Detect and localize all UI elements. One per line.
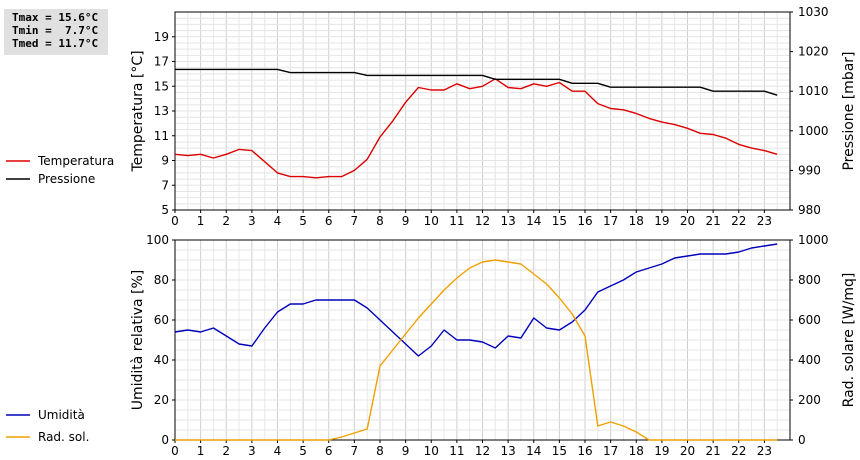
x-tick-label: 4 xyxy=(274,214,282,228)
y-tick-label: 0 xyxy=(161,433,169,447)
x-tick-label: 17 xyxy=(603,214,618,228)
x-tick-label: 3 xyxy=(248,444,256,458)
x-tick-label: 11 xyxy=(449,214,464,228)
x-tick-label: 9 xyxy=(402,214,410,228)
x-tick-label: 21 xyxy=(705,444,720,458)
legend-label: Temperatura xyxy=(37,154,114,168)
tmed-text: Tmed = 11.7°C xyxy=(12,37,99,50)
series-line-pressione xyxy=(175,68,778,96)
x-tick-label: 14 xyxy=(526,444,541,458)
x-tick-label: 21 xyxy=(705,214,720,228)
x-tick-label: 23 xyxy=(757,444,772,458)
y-right-tick-label: 800 xyxy=(798,273,821,287)
x-tick-label: 13 xyxy=(500,214,515,228)
x-tick-label: 15 xyxy=(552,214,567,228)
x-tick-label: 5 xyxy=(299,214,307,228)
x-tick-label: 13 xyxy=(500,444,515,458)
y-tick-label: 100 xyxy=(146,233,169,247)
x-tick-label: 5 xyxy=(299,444,307,458)
y-right-tick-label: 1010 xyxy=(798,84,829,98)
y-right-tick-label: 1020 xyxy=(798,45,829,59)
x-tick-label: 20 xyxy=(680,214,695,228)
x-tick-label: 20 xyxy=(680,444,695,458)
series-line-temperatura xyxy=(174,78,778,179)
x-tick-label: 19 xyxy=(654,214,669,228)
x-tick-label: 4 xyxy=(274,444,282,458)
x-tick-label: 1 xyxy=(197,444,205,458)
y-right-tick-label: 990 xyxy=(798,163,821,177)
legend-label: Pressione xyxy=(38,172,95,186)
x-tick-label: 7 xyxy=(351,214,359,228)
series-line-umidit- xyxy=(174,243,778,357)
legend-label: Umidità xyxy=(38,408,85,422)
x-tick-label: 12 xyxy=(475,214,490,228)
x-tick-label: 8 xyxy=(376,214,384,228)
y-tick-label: 5 xyxy=(161,203,169,217)
y-tick-label: 20 xyxy=(154,393,169,407)
tmin-text: Tmin = 7.7°C xyxy=(12,24,99,37)
y-tick-label: 40 xyxy=(154,353,169,367)
x-tick-label: 14 xyxy=(526,214,541,228)
x-tick-label: 17 xyxy=(603,444,618,458)
x-tick-label: 12 xyxy=(475,444,490,458)
x-tick-label: 6 xyxy=(325,444,333,458)
x-tick-label: 7 xyxy=(351,444,359,458)
x-tick-label: 10 xyxy=(424,444,439,458)
y-right-tick-label: 980 xyxy=(798,203,821,217)
x-tick-label: 1 xyxy=(197,214,205,228)
y-tick-label: 9 xyxy=(161,154,169,168)
y-right-tick-label: 1030 xyxy=(798,5,829,19)
stats-box: Tmax = 15.6°C Tmin = 7.7°C Tmed = 11.7°C xyxy=(4,9,108,55)
y-right-tick-label: 600 xyxy=(798,313,821,327)
y-tick-label: 13 xyxy=(154,104,169,118)
x-tick-label: 6 xyxy=(325,214,333,228)
x-tick-label: 0 xyxy=(171,444,179,458)
x-tick-label: 8 xyxy=(376,444,384,458)
y-right-tick-label: 1000 xyxy=(798,124,829,138)
x-tick-label: 10 xyxy=(424,214,439,228)
y-tick-label: 15 xyxy=(154,79,169,93)
x-tick-label: 9 xyxy=(402,444,410,458)
x-tick-label: 19 xyxy=(654,444,669,458)
y-axis-title-right: Rad. solare [W/mq] xyxy=(841,273,857,408)
x-tick-label: 22 xyxy=(731,214,746,228)
x-tick-label: 18 xyxy=(629,214,644,228)
y-axis-title-right: Pressione [mbar] xyxy=(841,51,857,170)
y-tick-label: 60 xyxy=(154,313,169,327)
x-tick-label: 2 xyxy=(222,444,230,458)
legend-label: Rad. sol. xyxy=(38,430,89,444)
x-tick-label: 22 xyxy=(731,444,746,458)
x-tick-label: 16 xyxy=(577,214,592,228)
x-tick-label: 18 xyxy=(629,444,644,458)
y-axis-title: Umidità relativa [%] xyxy=(130,270,146,411)
y-axis-title: Temperatura [°C] xyxy=(130,50,146,172)
tmax-text: Tmax = 15.6°C xyxy=(12,11,99,24)
x-tick-label: 3 xyxy=(248,214,256,228)
x-tick-label: 16 xyxy=(577,444,592,458)
y-right-tick-label: 1000 xyxy=(798,233,829,247)
y-right-tick-label: 400 xyxy=(798,353,821,367)
x-tick-label: 11 xyxy=(449,444,464,458)
y-tick-label: 19 xyxy=(154,30,169,44)
y-tick-label: 80 xyxy=(154,273,169,287)
y-tick-label: 11 xyxy=(154,129,169,143)
series-line-rad-sol- xyxy=(175,259,778,441)
x-tick-label: 2 xyxy=(222,214,230,228)
y-right-tick-label: 200 xyxy=(798,393,821,407)
x-tick-label: 0 xyxy=(171,214,179,228)
x-tick-label: 23 xyxy=(757,214,772,228)
y-tick-label: 7 xyxy=(161,178,169,192)
x-tick-label: 15 xyxy=(552,444,567,458)
y-right-tick-label: 0 xyxy=(798,433,806,447)
y-tick-label: 17 xyxy=(154,55,169,69)
